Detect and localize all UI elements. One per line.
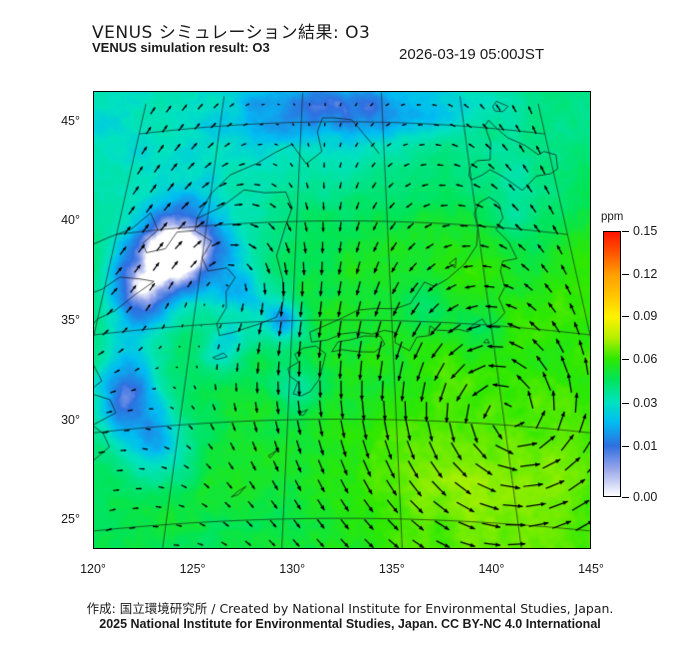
timestamp-label: 2026-03-19 05:00JST — [399, 46, 545, 63]
colorbar-tick — [622, 316, 629, 318]
colorbar-tick — [622, 231, 629, 232]
colorbar-tick-label: 0.01 — [633, 439, 658, 454]
latitude-tick-label: 25° — [61, 512, 80, 527]
longitude-major-tick — [0, 84, 1, 92]
colorbar-tick-label: 0.15 — [633, 224, 658, 238]
colorbar-tick — [622, 497, 629, 498]
longitude-tick-label: 140° — [478, 562, 505, 576]
longitude-tick-label: 130° — [279, 562, 306, 576]
ozone-heatmap-canvas — [94, 92, 590, 548]
footer-credit: 作成: 国立環境研究所 / Created by National Instit… — [86, 601, 614, 616]
latitude-minor-tick — [0, 170, 5, 171]
map-plot-area — [93, 91, 591, 549]
latitude-axis: 25° 30° 35° 40° 45° — [0, 114, 700, 526]
colorbar-unit-label: ppm — [601, 211, 624, 223]
longitude-major-tick — [0, 0, 1, 8]
colorbar-tick — [622, 358, 629, 360]
longitude-tick-label: 135° — [378, 562, 405, 576]
latitude-tick-label: 45° — [61, 113, 80, 128]
colorbar-tick — [622, 446, 629, 448]
longitude-major-tick — [0, 56, 1, 64]
longitude-axis: 120° 125° 130° 135° 140° 145° — [0, 0, 700, 576]
longitude-tick-label: 145° — [578, 562, 604, 576]
longitude-major-tick — [0, 140, 1, 148]
colorbar-tick-label: 0.12 — [633, 266, 658, 281]
colorbar-tick-label: 0.06 — [633, 351, 658, 366]
colorbar-tick — [622, 402, 629, 404]
page-title-japanese: VENUS シミュレーション結果: O3 — [92, 23, 371, 43]
longitude-major-tick — [0, 28, 1, 36]
latitude-tick-label: 30° — [61, 412, 80, 427]
longitude-tick-label: 120° — [80, 562, 106, 576]
colorbar — [603, 231, 621, 497]
latitude-tick-label: 35° — [61, 313, 80, 327]
longitude-major-tick — [0, 112, 1, 120]
colorbar-tick-label: 0.03 — [633, 395, 658, 410]
colorbar-tick-label: 0.09 — [633, 309, 658, 324]
page-title-english: VENUS simulation result: O3 — [92, 40, 270, 55]
colorbar-gradient — [603, 231, 621, 497]
longitude-tick-label: 125° — [179, 562, 206, 576]
colorbar-tick-label: 0.00 — [633, 490, 658, 504]
footer-license: 2025 National Institute for Environmenta… — [99, 617, 601, 631]
colorbar-tick — [622, 273, 629, 275]
latitude-tick-label: 40° — [61, 213, 80, 228]
